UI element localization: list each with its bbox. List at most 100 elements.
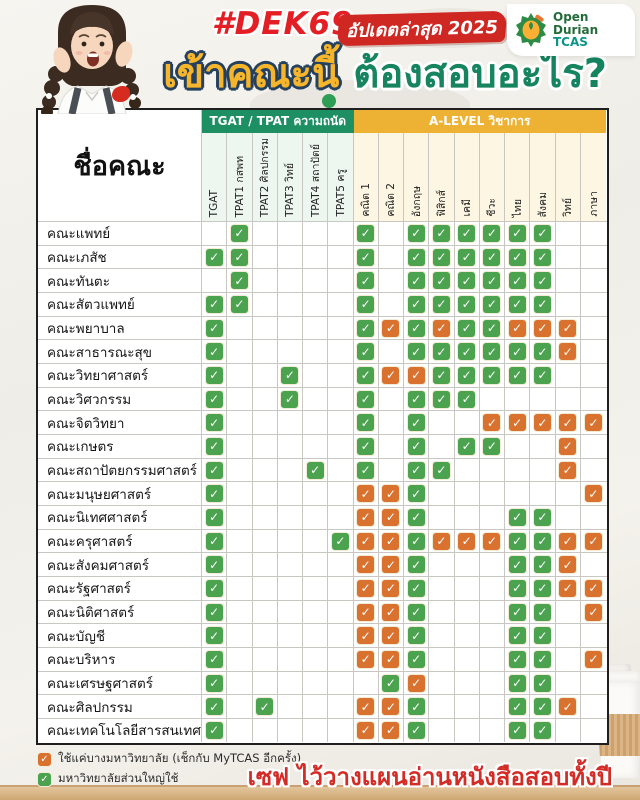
check-green-icon: ✓: [457, 436, 477, 456]
check-cell: ✓: [530, 506, 556, 529]
check-green-icon: ✓: [457, 365, 477, 385]
check-cell: ✓: [505, 671, 531, 695]
table-row: คณะรัฐศาสตร์ ✓ ✓ ✓ ✓ ✓ ✓ ✓ ✓: [38, 576, 607, 600]
check-green-icon: ✓: [507, 555, 527, 575]
check-green-icon: ✓: [356, 389, 376, 409]
check-cell: [328, 577, 354, 600]
check-cell: ✓: [455, 269, 480, 293]
check-cell: ✓: [202, 293, 228, 316]
check-cell: [227, 411, 253, 435]
check-cell: ✓: [429, 316, 455, 340]
check-orange-icon: ✓: [381, 697, 401, 717]
check-cell: ✓: [581, 577, 606, 600]
check-cell: [227, 529, 253, 553]
check-cell: ✓: [505, 340, 531, 364]
check-green-icon: ✓: [406, 555, 426, 575]
check-cell: [253, 529, 278, 553]
check-cell: [303, 553, 329, 577]
check-orange-icon: ✓: [356, 507, 376, 527]
check-cell: ✓: [429, 222, 455, 245]
check-cell: [303, 600, 329, 624]
column-header: ฟิสิกส์: [429, 133, 455, 221]
legend: ✓ ใช้แค่บางมหาวิทยาลัย (เช็กกับ MyTCAS อ…: [37, 749, 301, 789]
check-cell: [379, 245, 404, 269]
check-cell: [480, 624, 505, 648]
check-cell: ✓: [505, 506, 531, 529]
check-cell: [328, 671, 354, 695]
check-orange-icon: ✓: [356, 602, 376, 622]
check-cell: ✓: [480, 245, 505, 269]
check-cell: ✓: [354, 506, 379, 529]
check-cell: [253, 506, 278, 529]
check-green-icon: ✓: [406, 720, 426, 740]
table-row: คณะบริหาร ✓ ✓ ✓ ✓ ✓ ✓ ✓: [38, 647, 607, 671]
check-orange-icon: ✓: [583, 484, 603, 504]
check-cell: ✓: [505, 269, 531, 293]
check-cell: [278, 269, 303, 293]
table-row: คณะศิลปกรรม ✓ ✓ ✓ ✓ ✓ ✓ ✓ ✓: [38, 694, 607, 719]
check-cell: [556, 245, 581, 269]
check-orange-icon: ✓: [406, 365, 426, 385]
check-orange-icon: ✓: [381, 484, 401, 504]
check-cell: [278, 435, 303, 458]
check-cell: ✓: [379, 529, 404, 553]
check-green-icon: ✓: [356, 247, 376, 267]
check-green-icon: ✓: [406, 602, 426, 622]
check-orange-icon: ✓: [37, 751, 52, 767]
check-green-icon: ✓: [507, 673, 527, 693]
faculty-name: คณะรัฐศาสตร์: [38, 577, 202, 600]
check-cell: [556, 648, 581, 671]
check-cell: ✓: [379, 648, 404, 671]
check-orange-icon: ✓: [356, 484, 376, 504]
check-cell: [505, 458, 531, 482]
check-cell: [379, 387, 404, 411]
check-cell: ✓: [227, 245, 253, 269]
check-cell: [278, 293, 303, 316]
check-cell: [303, 529, 329, 553]
check-cell: [581, 719, 606, 742]
check-orange-icon: ✓: [356, 649, 376, 669]
check-green-icon: ✓: [507, 720, 527, 740]
check-orange-icon: ✓: [431, 531, 451, 551]
check-cell: [227, 671, 253, 695]
check-cell: [328, 553, 354, 577]
check-cell: [455, 411, 480, 435]
check-cell: ✓: [505, 411, 531, 435]
check-green-icon: ✓: [482, 342, 502, 362]
check-green-icon: ✓: [406, 413, 426, 433]
check-cell: [303, 435, 329, 458]
check-cell: [328, 435, 354, 458]
check-cell: [253, 316, 278, 340]
check-cell: ✓: [354, 316, 379, 340]
check-cell: ✓: [354, 222, 379, 245]
check-cell: ✓: [354, 600, 379, 624]
check-cell: [556, 506, 581, 529]
check-cell: [328, 600, 354, 624]
faculty-name: คณะจิตวิทยา: [38, 411, 202, 435]
check-orange-icon: ✓: [558, 578, 578, 598]
check-cell: [480, 695, 505, 719]
check-cell: [253, 719, 278, 742]
check-cell: [505, 482, 531, 506]
check-green-icon: ✓: [532, 271, 552, 291]
check-green-icon: ✓: [406, 294, 426, 314]
check-cell: [480, 458, 505, 482]
check-orange-icon: ✓: [558, 697, 578, 717]
check-cell: [379, 269, 404, 293]
check-orange-icon: ✓: [558, 413, 578, 433]
check-cell: ✓: [202, 600, 228, 624]
check-orange-icon: ✓: [457, 531, 477, 551]
check-cell: [303, 245, 329, 269]
check-cell: ✓: [530, 648, 556, 671]
check-cell: [303, 411, 329, 435]
check-cell: ✓: [202, 529, 228, 553]
table-row: คณะสาธารณะสุข ✓ ✓ ✓ ✓ ✓ ✓ ✓ ✓ ✓: [38, 339, 607, 364]
check-green-icon: ✓: [532, 649, 552, 669]
check-cell: ✓: [429, 340, 455, 364]
column-headers: TGAT TPAT1 กสพท TPAT2 ศิลปกรรม TPAT3 วิทย์ T…: [202, 133, 607, 221]
faculty-name: คณะบริหาร: [38, 648, 202, 671]
check-green-icon: ✓: [255, 697, 275, 717]
check-green-icon: ✓: [507, 342, 527, 362]
check-green-icon: ✓: [406, 531, 426, 551]
